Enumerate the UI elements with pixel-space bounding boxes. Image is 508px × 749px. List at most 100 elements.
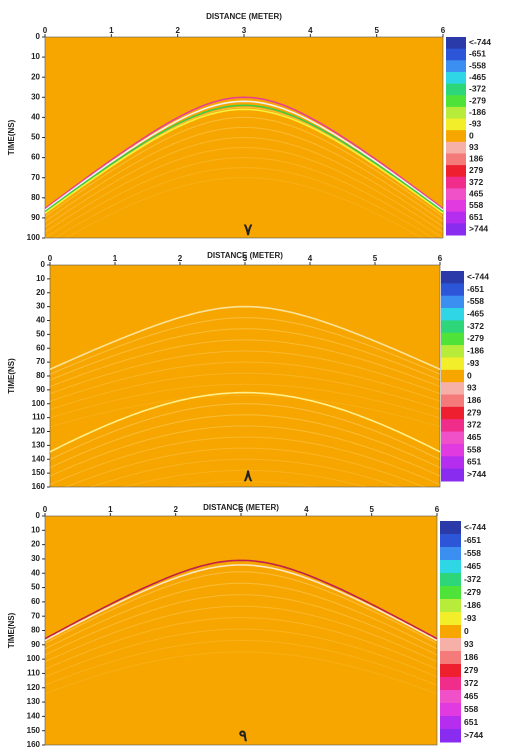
y-tick-label: 40 [36,316,45,325]
y-tick-label: 120 [27,683,41,692]
colorbar-swatch [440,651,461,665]
colorbar-label: -465 [469,72,486,82]
y-tick-label: 0 [36,511,41,520]
colorbar-label: 465 [469,188,483,198]
colorbar-label: 465 [464,691,478,701]
colorbar-swatch [446,118,466,131]
colorbar-swatch [441,332,464,346]
y-tick-label: 50 [36,329,45,338]
colorbar-swatch [446,106,466,120]
y-tick-label: 120 [32,427,46,436]
echo [45,605,437,663]
colorbar-swatch [440,677,461,691]
colorbar-swatch [440,586,461,600]
colorbar-label: >744 [469,223,488,233]
y-tick-label: 100 [27,233,41,242]
y-tick-label: 60 [31,153,40,162]
colorbar-label: >744 [464,730,483,740]
colorbar-swatch [441,295,464,309]
echo [50,361,440,402]
colorbar-swatch [440,521,461,535]
y-tick-label: 30 [31,92,40,101]
y-tick-label: 30 [31,554,40,563]
echo [45,594,437,656]
colorbar-swatch [441,271,464,284]
colorbar-label: <-744 [467,271,489,281]
echo [45,582,437,650]
x-tick-label: 0 [48,254,53,263]
x-tick-label: 6 [438,254,443,263]
colorbar-label: -558 [469,60,486,70]
plot-background [44,515,438,746]
colorbar-label: 93 [464,639,474,649]
colorbar-label: 93 [467,383,477,393]
x-tick-label: 2 [173,505,178,514]
echo [50,339,440,387]
x-tick-label: 4 [308,254,313,263]
colorbar-swatch [441,406,464,420]
reflection-hyperbola [50,391,440,453]
colorbar-label: -558 [467,296,484,306]
x-tick-label: 1 [113,254,118,263]
colorbar-label: >744 [467,469,486,479]
colorbar-swatch [440,599,461,613]
colorbar-label: -93 [464,613,477,623]
echo [45,147,443,233]
echo [65,177,423,238]
echo [171,480,319,487]
echo [50,403,440,461]
echo [50,425,440,477]
chart-title: DISTANCE (METER) [206,12,282,21]
echo [45,571,437,644]
echo [50,436,440,486]
y-tick-label: 140 [32,454,46,463]
reflection-hyperbola [50,305,440,371]
colorbar-swatch [446,223,466,236]
colorbar-label: -465 [464,561,481,571]
echo [45,157,443,238]
echo [45,106,443,213]
colorbar-label: -279 [464,587,481,597]
y-tick-label: 20 [31,540,40,549]
colorbar-swatch [446,130,466,143]
colorbar-label: 0 [464,626,469,636]
colorbar-label: <-744 [464,522,486,532]
echo [50,383,440,419]
colorbar-label: 279 [464,665,478,675]
colorbar-swatch [446,165,466,178]
colorbar-label: 279 [467,407,481,417]
y-tick-label: 90 [36,385,45,394]
x-tick-label: 0 [43,505,48,514]
colorbar-label: -372 [464,574,481,584]
echo [54,167,435,238]
colorbar-swatch [446,37,466,50]
colorbar-swatch [440,560,461,574]
echo [50,414,440,469]
echo [50,317,440,375]
colorbar-label: 372 [469,177,483,187]
colorbar-label: -651 [464,535,481,545]
plot-area [45,96,443,238]
colorbar-label: -186 [464,600,481,610]
chart-title: DISTANCE (METER) [203,503,279,512]
colorbar-label: -279 [469,95,486,105]
colorbar-swatch [441,431,464,445]
y-tick-label: 80 [36,371,45,380]
colorbar-label: 0 [469,130,474,140]
y-tick-label: 0 [36,32,41,41]
colorbar-label: 186 [464,652,478,662]
colorbar-swatch [441,443,464,457]
echo [45,127,443,222]
colorbar-swatch [441,456,464,470]
echo [45,617,437,670]
y-tick-label: 90 [31,213,40,222]
colorbar-swatch [446,200,466,213]
reflection-hyperbola [45,104,443,213]
colorbar-label: -186 [469,107,486,117]
y-axis-label: TIME(NS) [7,358,16,394]
echo [50,350,440,395]
echo [122,469,368,487]
panel-label: ٧ [243,222,253,239]
colorbar-swatch [446,153,466,166]
y-axis-label: TIME(NS) [7,119,16,155]
